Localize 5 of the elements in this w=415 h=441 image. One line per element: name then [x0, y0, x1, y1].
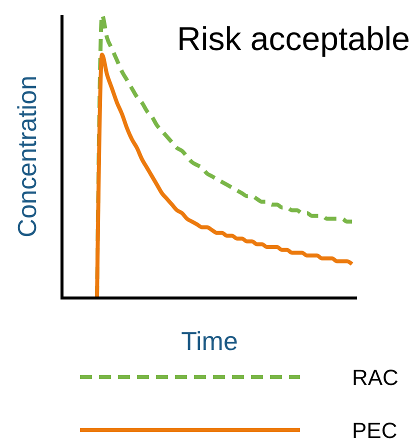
text: PEC	[352, 418, 398, 441]
x-axis-title: Time	[181, 326, 238, 356]
y-axis-title: Concentration	[12, 76, 42, 238]
chart-title: Risk acceptable	[177, 20, 410, 57]
text: RAC	[352, 365, 399, 390]
